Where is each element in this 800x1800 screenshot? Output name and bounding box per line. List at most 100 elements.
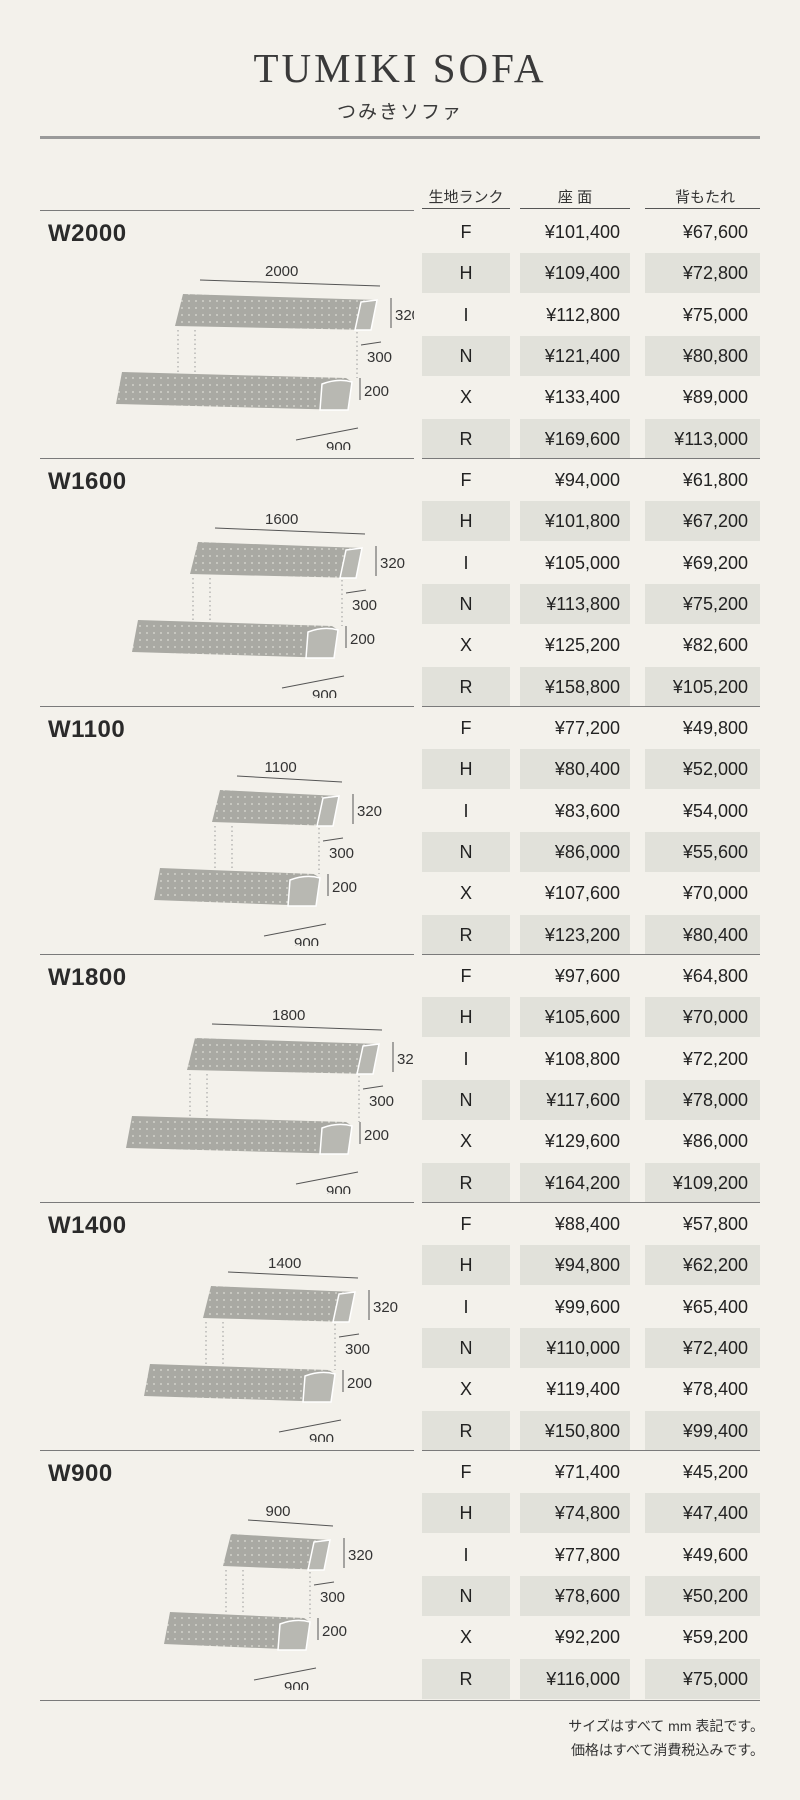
seat-price: ¥74,800 (554, 1503, 620, 1524)
seat-height-label: 200 (364, 1127, 389, 1144)
row-shading (520, 1493, 630, 1534)
backrest-side (307, 1539, 331, 1571)
row-shading (645, 1575, 760, 1616)
seat-price: ¥97,600 (554, 966, 620, 986)
section-divider (40, 1450, 414, 1451)
row-shading (520, 583, 630, 624)
row-shading (422, 1327, 510, 1368)
backrest-price: ¥65,400 (682, 1296, 748, 1317)
backrest-price: ¥45,200 (682, 1462, 748, 1482)
seat-height-label: 200 (347, 1375, 372, 1392)
seat-price: ¥77,200 (554, 718, 620, 738)
backrest-shape (223, 1534, 330, 1570)
backrest-shape (190, 542, 362, 578)
row-shading (422, 1493, 510, 1534)
row-shading (422, 914, 510, 955)
seat-price: ¥92,200 (554, 1627, 620, 1648)
backrest-price: ¥70,000 (682, 1007, 748, 1028)
depth-label: 300 (352, 597, 377, 614)
seat-price: ¥83,600 (554, 800, 620, 821)
fabric-rank: R (459, 676, 473, 697)
backrest-price: ¥78,400 (682, 1379, 748, 1400)
row-shading (520, 749, 630, 790)
row-shading (422, 1575, 510, 1616)
fabric-rank: N (459, 1089, 473, 1110)
seat-price: ¥86,000 (554, 841, 620, 862)
row-shading (645, 1410, 760, 1451)
seat-price: ¥99,600 (554, 1296, 620, 1317)
row-shading (520, 831, 630, 872)
column-header-rule (645, 208, 760, 209)
height-label: 320 (357, 803, 382, 820)
row-shading (422, 749, 510, 790)
row-shading (520, 1658, 630, 1699)
row-shading (645, 914, 760, 955)
depth-label: 300 (345, 1341, 370, 1358)
fabric-rank: F (460, 222, 472, 242)
backrest-price: ¥67,200 (682, 511, 748, 532)
row-shading (520, 418, 630, 459)
row-shading (520, 666, 630, 707)
row-shading (645, 831, 760, 872)
seat-price: ¥129,600 (544, 1131, 620, 1152)
fabric-rank: R (459, 1668, 473, 1689)
fabric-rank: F (460, 1462, 472, 1482)
section-divider (40, 706, 414, 707)
width-label: 1100 (265, 759, 297, 776)
height-label: 320 (373, 1299, 398, 1316)
row-shading (645, 1658, 760, 1699)
row-shading (645, 335, 760, 376)
fabric-rank: I (463, 1048, 469, 1069)
backrest-price: ¥109,200 (672, 1172, 748, 1193)
page-subtitle: つみきソファ (336, 102, 463, 123)
seat-price: ¥158,800 (544, 676, 620, 697)
row-shading (645, 501, 760, 542)
seat-price: ¥113,800 (546, 593, 620, 614)
row-shading (645, 749, 760, 790)
backrest-price: ¥47,400 (682, 1503, 748, 1524)
width-dimension-line (211, 1023, 383, 1031)
fabric-rank: H (459, 1503, 473, 1524)
backrest-shape (212, 790, 339, 826)
backrest-price: ¥61,800 (682, 470, 748, 490)
sofa-diagram: 900 320 300 200 900 (164, 1503, 373, 1690)
seat-height-label: 200 (364, 383, 389, 400)
model-name: W1800 (48, 964, 127, 991)
fabric-rank: R (459, 1420, 473, 1441)
seat-price: ¥119,400 (546, 1379, 620, 1400)
row-shading (422, 1658, 510, 1699)
width-label: 1400 (268, 1255, 301, 1272)
backrest-price: ¥89,000 (682, 387, 748, 408)
sofa-diagram: 1100 320 300 200 900 (154, 759, 382, 946)
seat-height-label: 200 (332, 879, 357, 896)
section-divider (422, 954, 760, 955)
seat-shape (132, 620, 338, 658)
fabric-rank: N (459, 841, 473, 862)
fabric-rank: H (459, 1007, 473, 1028)
width-dimension-line (227, 1271, 359, 1279)
model-name: W900 (48, 1460, 113, 1487)
model-name: W2000 (48, 220, 127, 247)
seat-side (319, 1123, 353, 1155)
seat-side (287, 875, 321, 907)
backrest-price: ¥59,200 (682, 1627, 748, 1648)
fabric-rank: I (463, 800, 469, 821)
length-label: 900 (326, 439, 351, 450)
model-name: W1600 (48, 468, 127, 495)
fabric-rank: I (463, 552, 469, 573)
row-shading (422, 997, 510, 1038)
seat-price: ¥125,200 (544, 635, 620, 656)
seat-side (302, 1371, 336, 1403)
seat-side (305, 627, 339, 659)
seat-shape (116, 372, 352, 410)
seat-price: ¥116,000 (546, 1668, 620, 1689)
width-dimension-line (247, 1519, 334, 1527)
row-shading (422, 501, 510, 542)
backrest-price: ¥72,200 (682, 1048, 748, 1069)
width-dimension-line (236, 775, 343, 783)
fabric-rank: I (463, 304, 469, 325)
sofa-diagram: 1600 320 300 200 900 (132, 511, 405, 698)
fabric-rank: X (459, 1379, 472, 1400)
column-header-seat: 座 面 (557, 189, 593, 206)
seat-shape (144, 1364, 335, 1402)
